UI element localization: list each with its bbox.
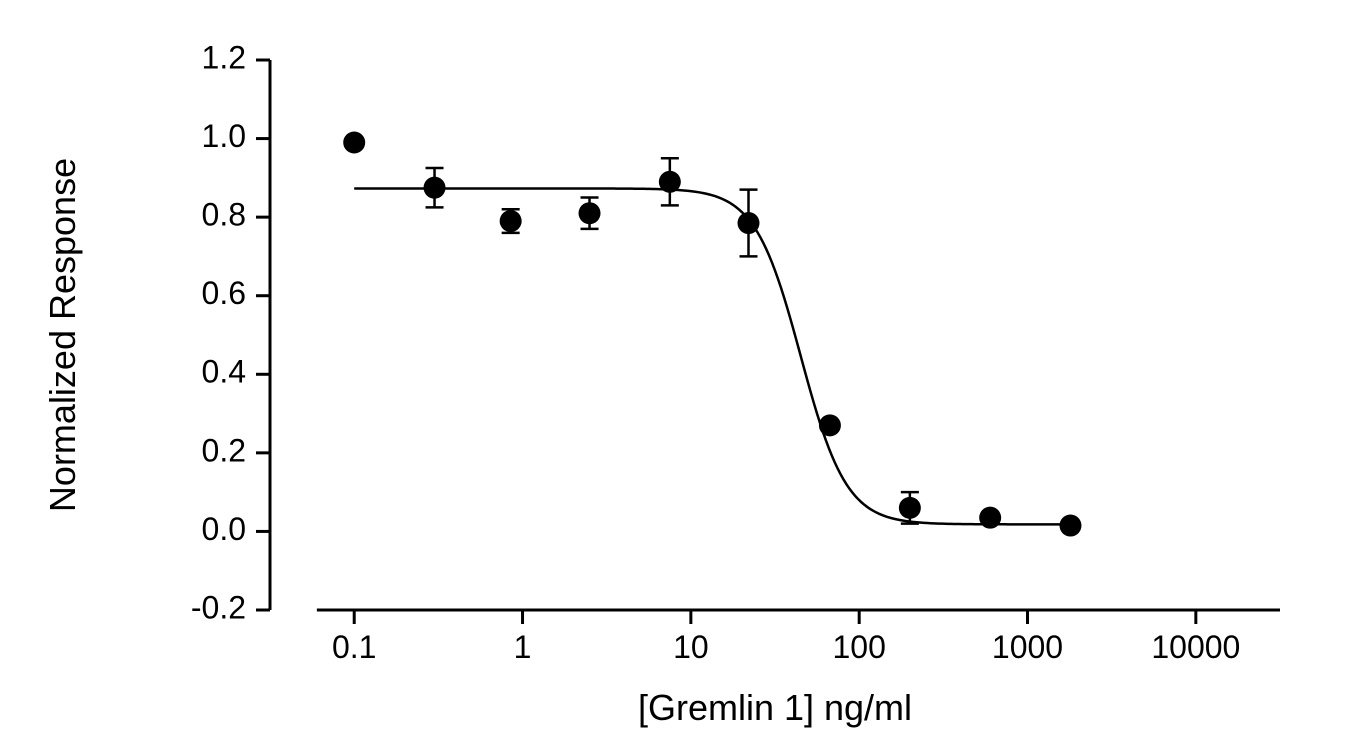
data-point	[819, 414, 841, 436]
x-tick-label: 100	[832, 629, 885, 665]
x-tick-label: 10000	[1151, 629, 1240, 665]
y-tick-label: 0.6	[202, 275, 246, 311]
y-tick-label: 0.4	[202, 354, 246, 390]
x-tick-label: 1000	[992, 629, 1063, 665]
x-axis-label: [Gremlin 1] ng/ml	[638, 687, 912, 728]
data-point	[659, 171, 681, 193]
dose-response-chart: -0.2 0.0 0.2 0.4 0.6 0.8 1.0 1.2 0.1 1 10 100 1000 10…	[0, 0, 1354, 754]
x-tick-label: 10	[673, 629, 709, 665]
chart-container: -0.2 0.0 0.2 0.4 0.6 0.8 1.0 1.2 0.1 1 10 100 1000 10…	[0, 0, 1354, 754]
y-tick-label: 1.2	[202, 39, 246, 75]
data-point	[738, 212, 760, 234]
data-point	[979, 507, 1001, 529]
x-tick-label: 0.1	[332, 629, 376, 665]
y-tick-label: -0.2	[191, 589, 246, 625]
data-point	[1059, 515, 1081, 537]
x-tick-label: 1	[514, 629, 532, 665]
y-tick-label: 0.2	[202, 432, 246, 468]
data-point	[424, 177, 446, 199]
y-tick-label: 0.0	[202, 511, 246, 547]
data-point	[899, 497, 921, 519]
y-tick-label: 0.8	[202, 197, 246, 233]
data-point	[343, 132, 365, 154]
y-tick-label: 1.0	[202, 118, 246, 154]
data-point	[579, 202, 601, 224]
y-axis-label: Normalized Response	[42, 158, 83, 512]
data-point	[500, 210, 522, 232]
